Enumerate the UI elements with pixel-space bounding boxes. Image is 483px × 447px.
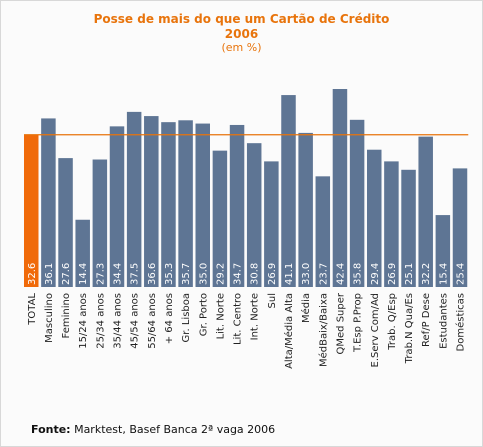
bar-9 — [178, 120, 193, 287]
bar-0 — [24, 134, 39, 287]
bar-value-label-1: 36.1 — [44, 263, 55, 285]
bar-chart: 32.6 TOTAL 36.1 Masculino 27.6 Feminino 14.4 15… — [24, 89, 469, 369]
bar-16 — [298, 132, 313, 287]
source-note: Fonte: Marktest, Basef Banca 2ª vaga 200… — [31, 423, 275, 436]
bar-1 — [41, 118, 56, 287]
bar-17 — [315, 176, 331, 287]
bar-value-label-19: 35.8 — [353, 263, 364, 285]
category-label-11: Lit. Norte — [215, 293, 226, 339]
category-label-14: Sul — [267, 293, 278, 308]
category-label-23: Ref/P Dese — [421, 293, 432, 347]
category-label-18: QMed Super — [335, 292, 346, 354]
category-label-3: 15/24 anos — [78, 293, 89, 349]
bar-value-label-20: 29.4 — [370, 263, 381, 285]
chart-unit-label: (em %) — [221, 41, 262, 54]
category-label-0: TOTAL — [27, 293, 38, 326]
bar-10 — [195, 123, 210, 287]
bar-value-label-18: 42.4 — [335, 263, 346, 285]
category-label-16: Média — [300, 293, 312, 323]
bar-19 — [349, 119, 365, 287]
bar-value-label-15: 41.1 — [284, 263, 295, 285]
bar-6 — [126, 111, 142, 287]
bar-value-label-0: 32.6 — [27, 263, 38, 285]
chart-subtitle: 2006 — [224, 27, 259, 41]
bar-value-label-12: 34.7 — [233, 263, 244, 285]
bar-value-label-8: 35.3 — [164, 263, 175, 285]
category-label-12: Lit. Centro — [233, 293, 244, 345]
category-label-22: Trab.N Qua/Es — [404, 293, 415, 364]
bar-15 — [281, 95, 296, 287]
bar-2 — [58, 158, 73, 287]
category-label-6: 45/54 anos — [130, 293, 141, 349]
bar-value-label-5: 34.4 — [113, 263, 124, 285]
category-label-24: Estudantes — [438, 293, 449, 349]
bar-value-label-25: 25.4 — [456, 263, 467, 285]
bar-value-label-22: 25.1 — [404, 263, 415, 285]
bar-value-label-16: 33.0 — [301, 263, 312, 285]
bar-5 — [109, 126, 125, 287]
bar-24 — [435, 215, 451, 287]
category-label-5: 35/44 anos — [113, 293, 124, 349]
source-text: Marktest, Basef Banca 2ª vaga 2006 — [74, 423, 276, 436]
bar-14 — [264, 161, 279, 287]
bar-4 — [92, 159, 108, 287]
category-label-4: 25/34 anos — [95, 293, 106, 349]
bar-25 — [452, 168, 468, 287]
bar-value-label-3: 14.4 — [78, 263, 89, 285]
bar-value-label-11: 29.2 — [215, 263, 226, 285]
bar-value-label-17: 23.7 — [318, 263, 329, 285]
category-label-15: Alta/Média Alta — [283, 293, 295, 369]
bar-value-label-9: 35.7 — [181, 263, 192, 285]
bar-value-label-4: 27.3 — [95, 263, 106, 285]
category-label-2: Feminino — [61, 293, 72, 338]
bar-11 — [212, 150, 228, 287]
category-label-17: MédBaix/Baixa — [317, 293, 329, 367]
bar-7 — [144, 116, 159, 287]
bar-value-label-13: 30.8 — [250, 263, 261, 285]
category-label-13: Int. Norte — [250, 293, 261, 340]
category-label-9: Gr. Lisboa — [181, 293, 192, 342]
bar-value-label-23: 32.2 — [421, 263, 432, 285]
category-label-21: Trab. Q/Esp — [387, 293, 398, 351]
source-label: Fonte: — [31, 423, 71, 436]
bar-23 — [418, 136, 433, 287]
bar-value-label-6: 37.5 — [130, 263, 141, 285]
bar-21 — [384, 161, 399, 287]
bar-22 — [401, 169, 416, 287]
bar-12 — [229, 124, 245, 288]
bar-value-label-14: 26.9 — [267, 263, 278, 285]
bar-value-label-2: 27.6 — [61, 263, 72, 285]
category-label-10: Gr. Porto — [198, 293, 209, 336]
bar-value-label-7: 36.6 — [147, 263, 158, 285]
bar-8 — [161, 122, 176, 287]
category-label-7: 55/64 anos — [147, 293, 158, 349]
bar-value-label-21: 26.9 — [387, 263, 398, 285]
bar-13 — [246, 143, 262, 287]
category-label-8: + 64 anos — [164, 293, 175, 344]
category-label-1: Masculino — [44, 293, 55, 343]
category-label-19: T.Esp P.Prop — [353, 293, 364, 353]
bar-value-label-10: 35.0 — [198, 263, 209, 285]
bar-18 — [332, 89, 348, 287]
bar-20 — [367, 149, 382, 287]
chart-title: Posse de mais do que um Cartão de Crédit… — [93, 12, 390, 26]
bar-value-label-24: 15.4 — [438, 263, 449, 285]
category-label-20: E.Serv Com/Ad — [370, 293, 381, 367]
category-label-25: Domésticas — [455, 293, 467, 351]
bar-3 — [75, 219, 90, 287]
